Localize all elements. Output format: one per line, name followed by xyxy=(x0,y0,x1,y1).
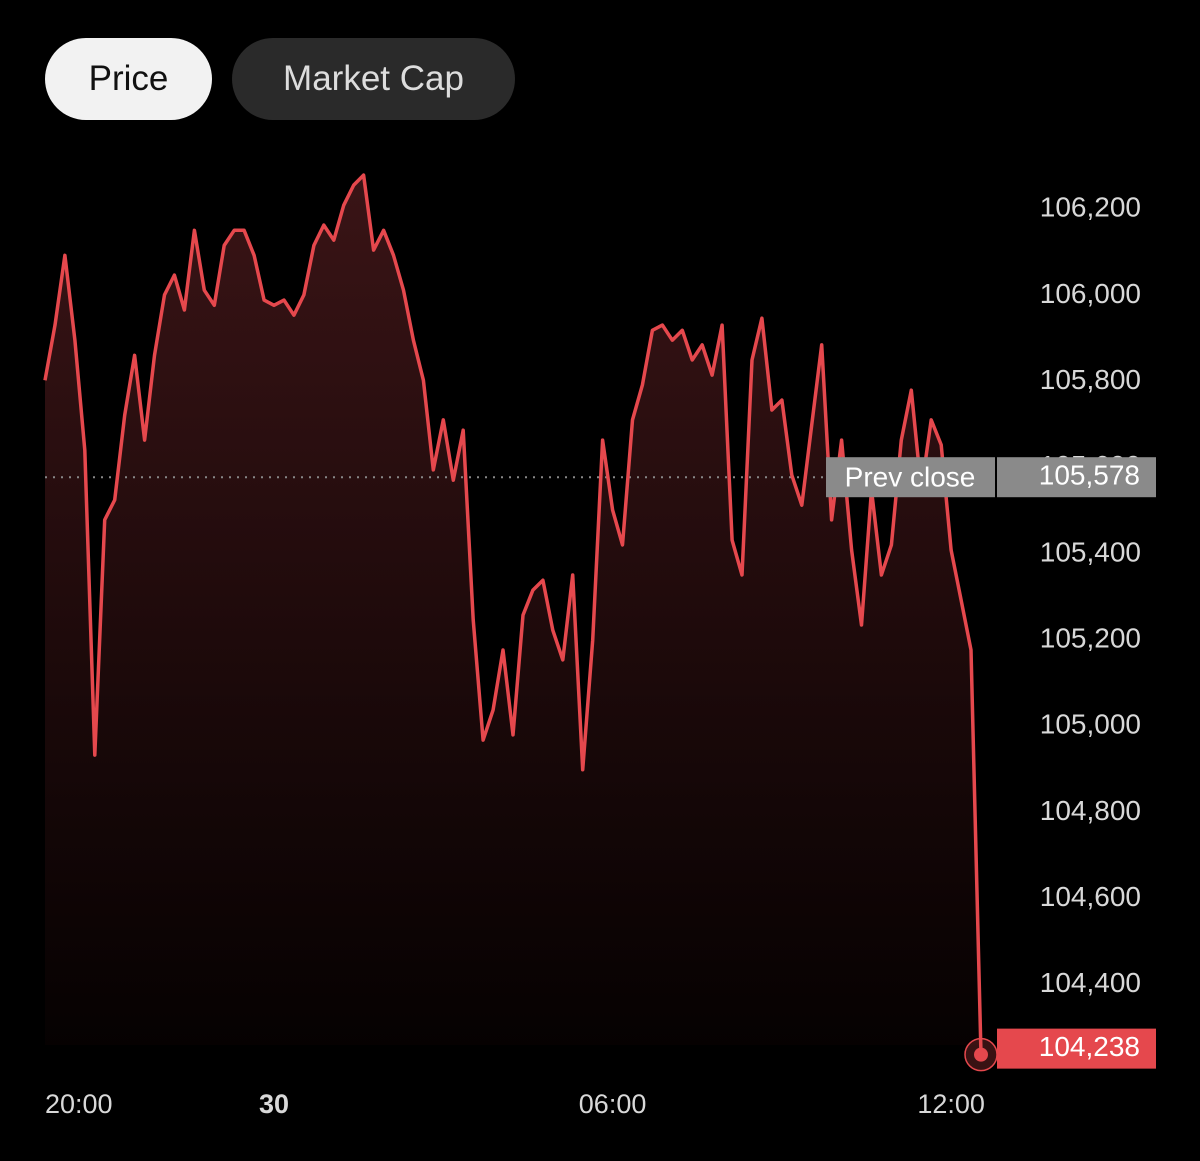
last-value-label: 104,238 xyxy=(1039,1031,1140,1062)
y-tick-label: 105,400 xyxy=(1040,536,1141,567)
x-tick-label: 06:00 xyxy=(579,1089,647,1119)
tab-market-cap[interactable]: Market Cap xyxy=(232,38,515,120)
last-point xyxy=(974,1047,988,1062)
y-tick-label: 104,800 xyxy=(1040,795,1141,826)
tab-price[interactable]: Price xyxy=(45,38,212,120)
y-tick-label: 106,000 xyxy=(1040,278,1141,309)
prev-close-value-box xyxy=(997,457,1156,498)
y-tick-label: 105,200 xyxy=(1040,622,1141,653)
y-tick-label: 105,000 xyxy=(1040,709,1141,740)
x-tick-label: 20:00 xyxy=(45,1089,113,1119)
prev-close-box xyxy=(826,457,995,498)
price-line xyxy=(43,173,983,1055)
area xyxy=(45,175,981,1055)
y-tick-label: 106,200 xyxy=(1040,192,1141,223)
last-value-box xyxy=(997,1028,1156,1069)
x-tick-label: 30 xyxy=(259,1089,289,1119)
y-tick-label: 104,600 xyxy=(1040,881,1141,912)
prev-close-value: 105,578 xyxy=(1039,460,1140,491)
y-tick-label: 104,400 xyxy=(1040,967,1141,998)
x-tick-label: 12:00 xyxy=(917,1089,985,1119)
y-tick-label: 105,800 xyxy=(1040,364,1141,395)
prev-close-label: Prev close xyxy=(845,462,976,493)
